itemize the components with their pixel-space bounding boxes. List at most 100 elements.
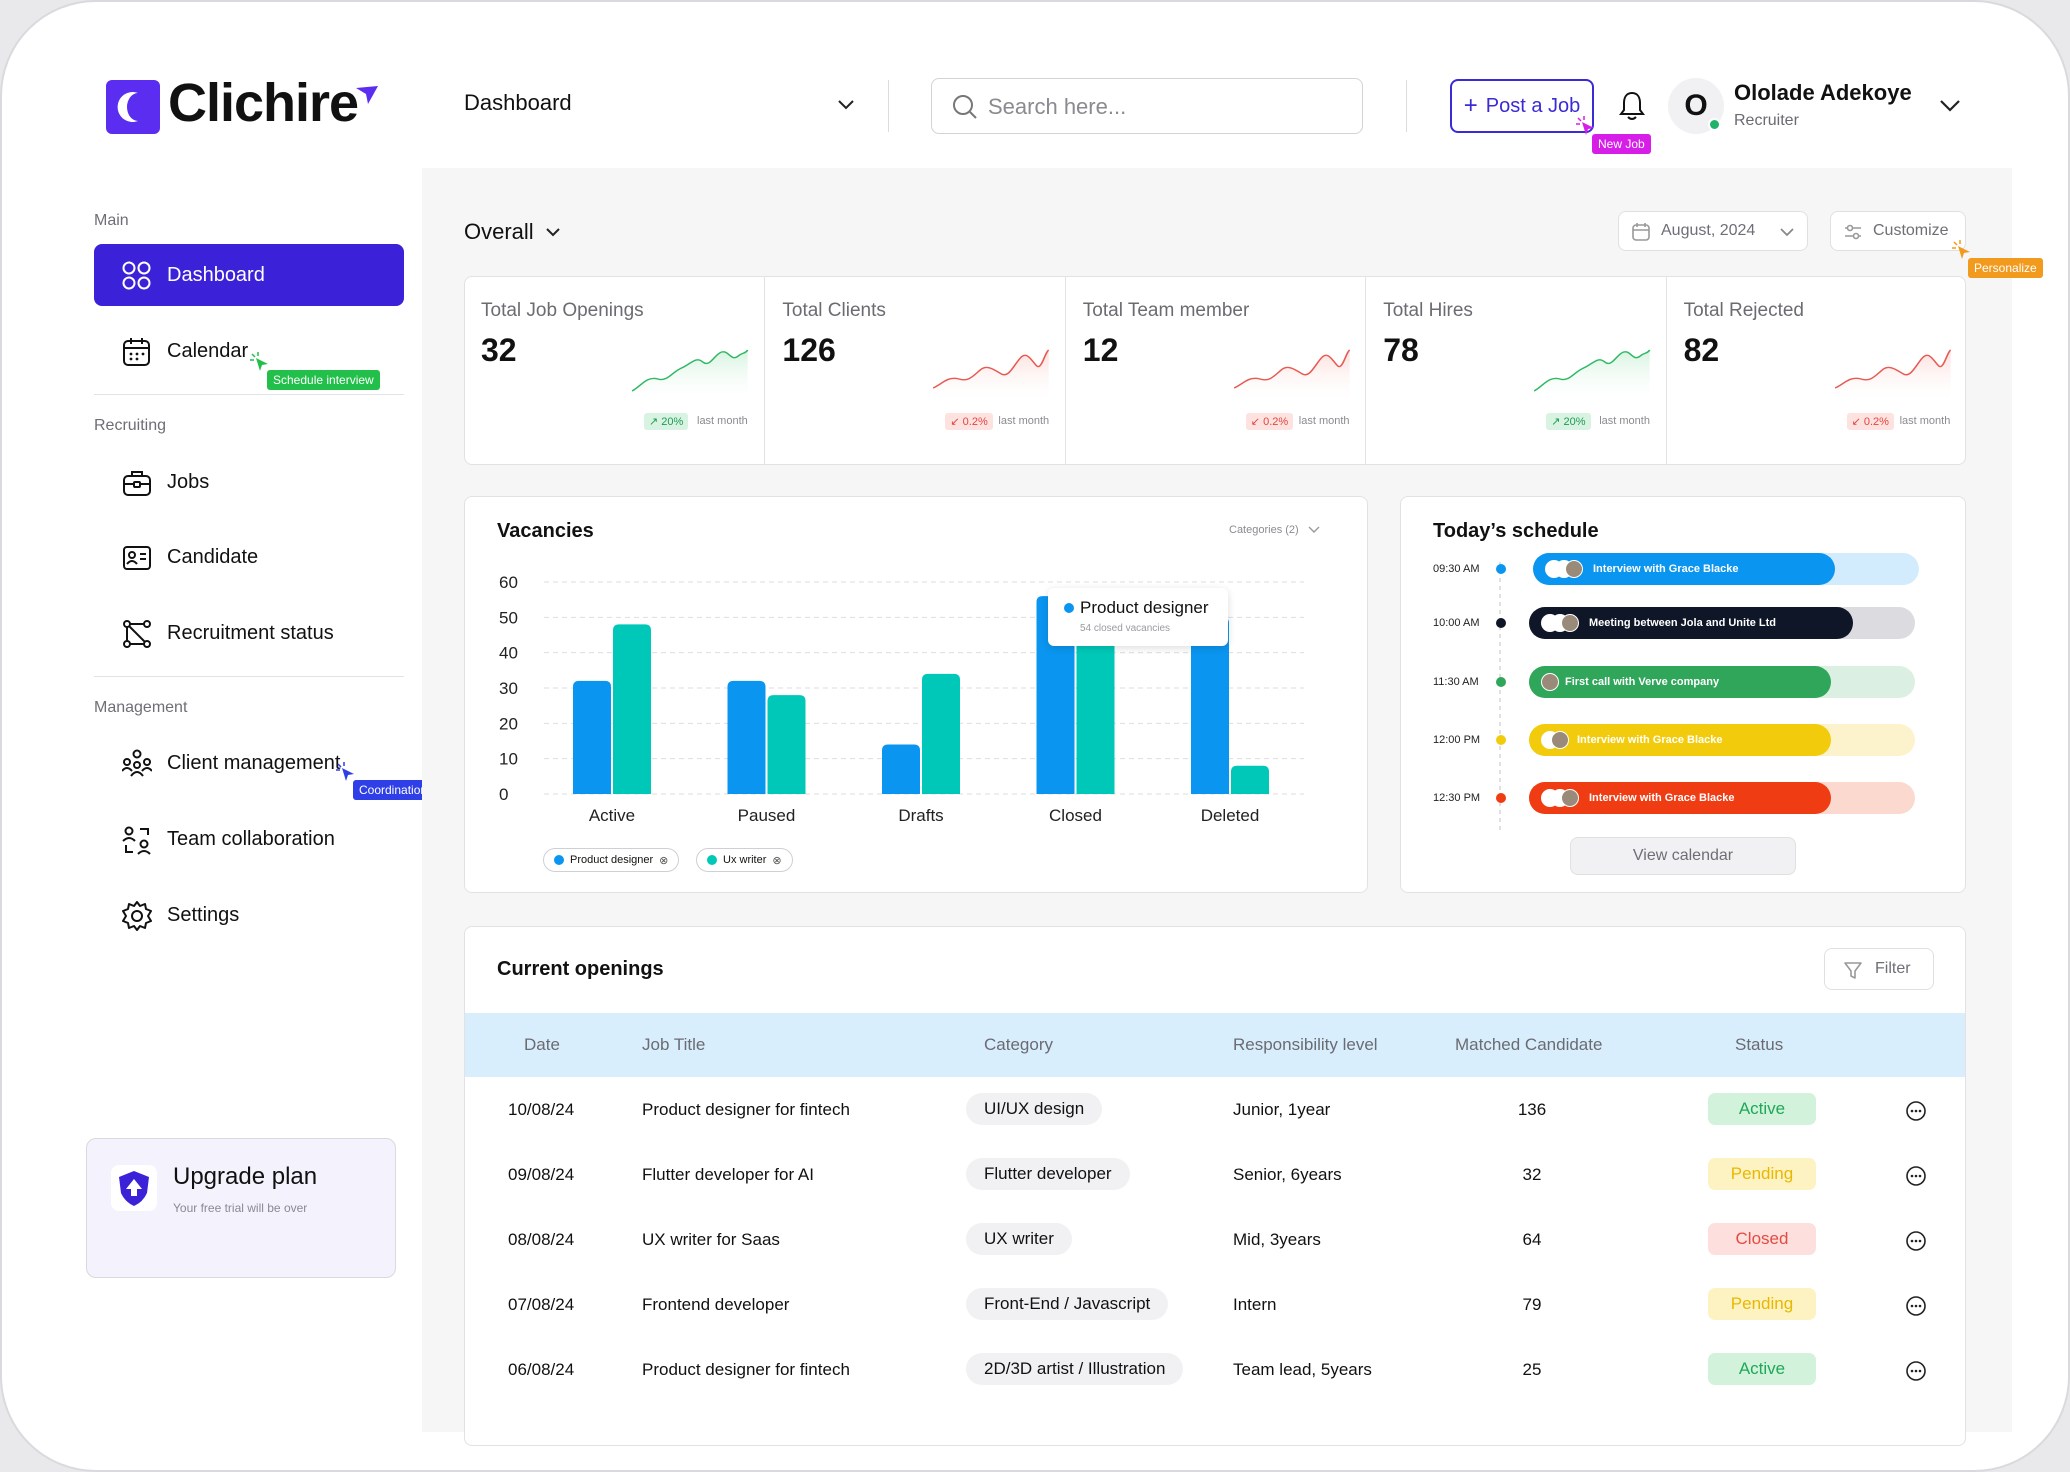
sidebar-item-client-management[interactable]: Client management bbox=[94, 732, 404, 794]
change-suffix: last month bbox=[1599, 415, 1650, 427]
bar-ux-writer-active[interactable] bbox=[613, 624, 651, 794]
close-icon[interactable]: ⊗ bbox=[772, 854, 782, 867]
cell-job-title[interactable]: Flutter developer for AI bbox=[642, 1165, 814, 1184]
bell-icon[interactable] bbox=[1618, 90, 1646, 122]
legend-product-designer[interactable]: Product designer ⊗ bbox=[543, 848, 680, 872]
cell-job-title[interactable]: Product designer for fintech bbox=[642, 1100, 850, 1119]
avatar bbox=[1541, 673, 1559, 691]
cell-job-title[interactable]: Frontend developer bbox=[642, 1295, 790, 1314]
change-suffix: last month bbox=[1899, 415, 1951, 427]
bar-product-designer-drafts[interactable] bbox=[882, 744, 920, 794]
filter-button[interactable]: Filter bbox=[1824, 948, 1934, 990]
upgrade-subtitle: Your free trial will be over bbox=[173, 1201, 308, 1215]
schedule-bar[interactable]: Interview with Grace Blacke bbox=[1529, 724, 1915, 756]
sidebar-item-candidate[interactable]: Candidate bbox=[94, 526, 404, 588]
stat-title: Total Job Openings bbox=[481, 300, 644, 321]
more-options-icon[interactable] bbox=[1905, 1360, 1927, 1382]
users-icon bbox=[122, 749, 152, 777]
more-options-icon[interactable] bbox=[1905, 1100, 1927, 1122]
y-tick-label: 30 bbox=[499, 679, 518, 698]
change-suffix: last month bbox=[998, 415, 1050, 427]
y-tick-label: 0 bbox=[499, 785, 508, 804]
change-badge: ↙ 0.2% bbox=[1846, 413, 1894, 430]
page-select[interactable]: Dashboard bbox=[464, 90, 572, 115]
status-badge: Closed bbox=[1708, 1223, 1816, 1255]
stat-card[interactable]: Total Hires 78 ↗ 20% last month bbox=[1365, 276, 1665, 465]
y-tick-label: 50 bbox=[499, 608, 518, 627]
upgrade-title: Upgrade plan bbox=[173, 1163, 318, 1190]
schedule-bar[interactable]: Meeting between Jola and Unite Ltd bbox=[1529, 607, 1915, 639]
cell-job-title[interactable]: UX writer for Saas bbox=[642, 1230, 780, 1249]
calendar-icon bbox=[123, 338, 150, 366]
sidebar-item-jobs[interactable]: Jobs bbox=[94, 451, 404, 513]
sparkline bbox=[1534, 349, 1651, 404]
bar-product-designer-paused[interactable] bbox=[727, 680, 766, 794]
new-job-tag: New Job bbox=[1592, 134, 1651, 154]
more-options-icon[interactable] bbox=[1905, 1165, 1927, 1187]
legend-dot bbox=[707, 855, 717, 865]
legend-ux-writer[interactable]: Ux writer ⊗ bbox=[696, 848, 793, 872]
y-tick-label: 20 bbox=[499, 714, 518, 733]
legend-label: Ux writer bbox=[723, 854, 767, 866]
user-role: Recruiter bbox=[1734, 112, 1799, 129]
bar-product-designer-deleted[interactable] bbox=[1191, 617, 1229, 794]
bar-product-designer-active[interactable] bbox=[573, 680, 611, 794]
timeline-dot bbox=[1496, 677, 1506, 687]
search-input[interactable]: Search here... bbox=[931, 78, 1363, 134]
cell-category: Front-End / Javascript bbox=[966, 1288, 1169, 1320]
timeline-dot bbox=[1496, 793, 1506, 803]
sidebar-item-settings[interactable]: Settings bbox=[94, 884, 404, 946]
bar-ux-writer-drafts[interactable] bbox=[922, 673, 960, 794]
cell-category: 2D/3D artist / Illustration bbox=[966, 1353, 1184, 1385]
upgrade-plan-card[interactable]: Upgrade plan Your free trial will be ove… bbox=[86, 1138, 396, 1278]
schedule-bar[interactable]: First call with Verve company bbox=[1529, 666, 1915, 698]
cell-date: 10/08/24 bbox=[508, 1100, 575, 1119]
post-job-button[interactable]: + Post a Job bbox=[1450, 79, 1594, 133]
schedule-bar[interactable]: Interview with Grace Blacke bbox=[1533, 553, 1919, 585]
stat-card[interactable]: Total Rejected 82 ↙ 0.2% last month bbox=[1665, 276, 1966, 465]
cell-category: UX writer bbox=[966, 1223, 1072, 1255]
close-icon[interactable]: ⊗ bbox=[659, 854, 669, 867]
schedule-label: Meeting between Jola and Unite Ltd bbox=[1589, 617, 1777, 629]
col-matched-candidate[interactable]: Matched Candidate bbox=[1455, 1035, 1603, 1054]
chevron-down-icon[interactable] bbox=[1939, 99, 1961, 113]
more-options-icon[interactable] bbox=[1905, 1230, 1927, 1252]
chevron-down-icon[interactable] bbox=[545, 227, 561, 237]
status-badge: Active bbox=[1708, 1353, 1816, 1385]
schedule-fill: Meeting between Jola and Unite Ltd bbox=[1529, 607, 1853, 639]
schedule-time: 12:00 PM bbox=[1433, 734, 1481, 746]
stat-card[interactable]: Total Team member 12 ↙ 0.2% last month bbox=[1064, 276, 1365, 465]
bar-ux-writer-paused[interactable] bbox=[767, 695, 806, 794]
timeline-dot bbox=[1496, 564, 1506, 574]
col-date[interactable]: Date bbox=[524, 1035, 560, 1054]
cell-level: Mid, 3years bbox=[1233, 1230, 1321, 1249]
sidebar-item-team-collaboration[interactable]: Team collaboration bbox=[94, 808, 404, 870]
stat-card[interactable]: Total Job Openings 32 ↗ 20% last month bbox=[464, 276, 764, 465]
date-picker[interactable]: August, 2024 bbox=[1618, 211, 1808, 251]
view-calendar-button[interactable]: View calendar bbox=[1570, 837, 1796, 875]
chevron-down-icon[interactable] bbox=[1308, 526, 1320, 534]
bar-ux-writer-closed[interactable] bbox=[1076, 603, 1115, 794]
schedule-bar[interactable]: Interview with Grace Blacke bbox=[1529, 782, 1915, 814]
gear-icon bbox=[122, 901, 152, 931]
customize-button[interactable]: Customize bbox=[1830, 211, 1966, 251]
sidebar-item-recruitment-status[interactable]: Recruitment status bbox=[94, 602, 404, 664]
stat-value: 78 bbox=[1383, 332, 1419, 368]
col-category[interactable]: Category bbox=[984, 1035, 1053, 1054]
avatar[interactable]: O bbox=[1668, 78, 1724, 134]
more-options-icon[interactable] bbox=[1905, 1295, 1927, 1317]
schedule-label: Interview with Grace Blacke bbox=[1589, 792, 1735, 804]
stat-card[interactable]: Total Clients 126 ↙ 0.2% last month bbox=[764, 276, 1064, 465]
categories-select[interactable]: Categories (2) bbox=[1229, 524, 1299, 536]
overall-select[interactable]: Overall bbox=[464, 219, 534, 244]
col-status[interactable]: Status bbox=[1735, 1035, 1784, 1054]
sidebar-item-label: Jobs bbox=[167, 471, 210, 493]
avatar bbox=[1551, 731, 1569, 749]
bar-ux-writer-deleted[interactable] bbox=[1231, 765, 1269, 794]
col-job-title[interactable]: Job Title bbox=[642, 1035, 706, 1054]
sidebar-item-dashboard[interactable]: Dashboard bbox=[94, 244, 404, 306]
sidebar-item-calendar[interactable]: Calendar bbox=[94, 320, 404, 382]
chevron-down-icon[interactable] bbox=[837, 99, 855, 111]
col-responsibility-level[interactable]: Responsibility level bbox=[1233, 1035, 1378, 1054]
cell-job-title[interactable]: Product designer for fintech bbox=[642, 1360, 850, 1379]
